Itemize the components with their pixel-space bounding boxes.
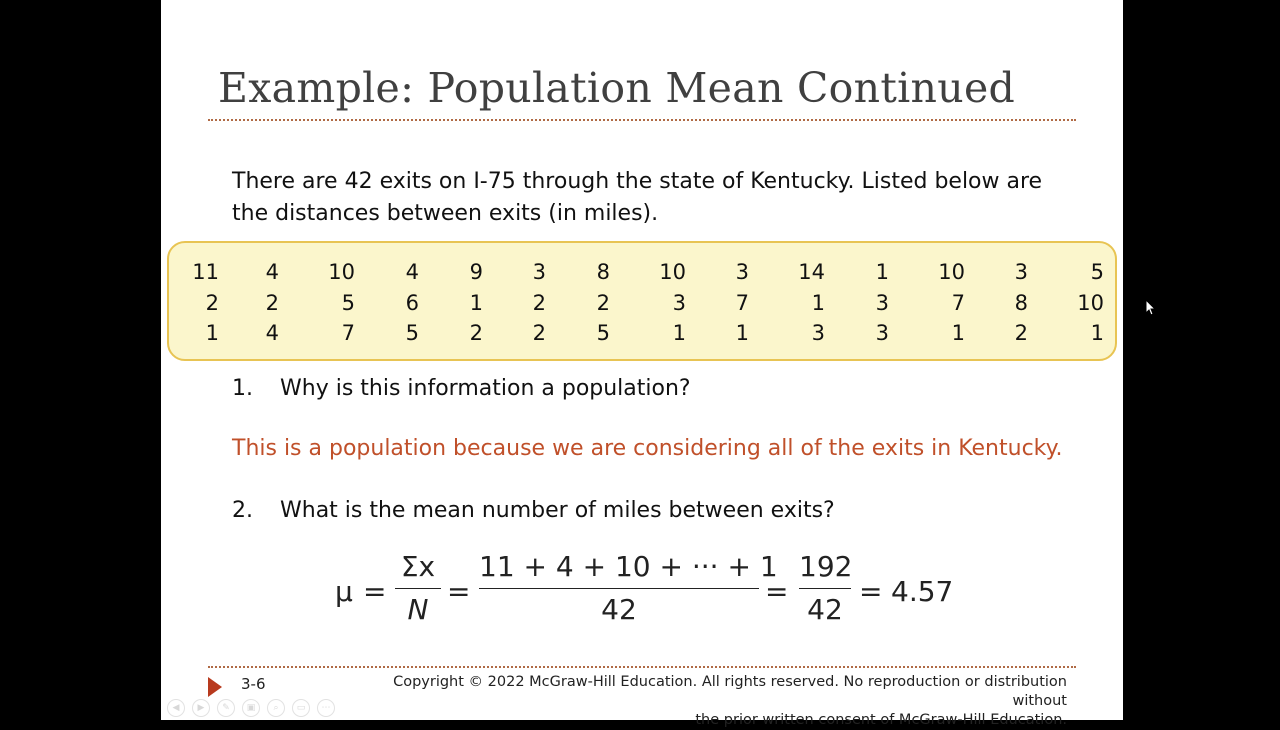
data-cell: 2 [205, 291, 219, 315]
data-cell: 5 [1090, 260, 1104, 284]
data-cell: 3 [875, 321, 889, 345]
equals-2: = [447, 575, 471, 608]
intro-line-2: the distances between exits (in miles). [232, 201, 659, 226]
title-divider [208, 119, 1076, 121]
equals-3: = [765, 575, 789, 608]
data-cell: 1 [951, 321, 965, 345]
data-cell: 1 [469, 291, 483, 315]
data-cell: 1 [672, 321, 686, 345]
data-cell: 10 [1077, 291, 1104, 315]
equals-1: = [363, 575, 387, 608]
question-1-text: Why is this information a population? [280, 376, 691, 401]
data-cell: 7 [735, 291, 749, 315]
question-1-number: 1. [232, 376, 253, 401]
data-cell: 2 [532, 321, 546, 345]
denominator-42-b: 42 [807, 593, 843, 626]
data-cell: 2 [469, 321, 483, 345]
question-2-number: 2. [232, 498, 253, 523]
copyright-notice: Copyright © 2022 McGraw-Hill Education. … [367, 673, 1067, 730]
data-cell: 14 [798, 260, 825, 284]
slide-title: Example: Population Mean Continued [218, 64, 1016, 112]
data-cell: 5 [405, 321, 419, 345]
data-cell: 2 [265, 291, 279, 315]
mean-result: 4.57 [891, 575, 954, 608]
mu-symbol: μ [335, 575, 353, 608]
data-cell: 2 [596, 291, 610, 315]
data-cell: 1 [875, 260, 889, 284]
intro-line-1: There are 42 exits on I-75 through the s… [232, 169, 1043, 194]
data-cell: 1 [205, 321, 219, 345]
data-cell: 2 [532, 291, 546, 315]
data-row: 2 2 5 6 1 2 2 3 7 1 3 7 8 10 [169, 288, 1115, 318]
mouse-cursor-icon [1145, 298, 1157, 316]
screen-icon[interactable]: ▭ [292, 699, 310, 717]
data-cell: 3 [811, 321, 825, 345]
play-arrow-icon [208, 677, 222, 697]
data-cell: 6 [405, 291, 419, 315]
copy-icon[interactable]: ▣ [242, 699, 260, 717]
n-symbol: N [407, 593, 429, 626]
data-cell: 10 [328, 260, 355, 284]
fraction-bar-2 [479, 588, 759, 589]
data-cell: 5 [341, 291, 355, 315]
next-icon[interactable]: ▶ [192, 699, 210, 717]
data-cell: 3 [532, 260, 546, 284]
distance-data-table: 11 4 10 4 9 3 8 10 3 14 1 10 3 5 2 2 5 6 1 2 2 3 7 1 3 7 8 10 1 4 7 5 2 2… [167, 241, 1117, 361]
data-cell: 10 [938, 260, 965, 284]
data-cell: 3 [1014, 260, 1028, 284]
data-cell: 8 [596, 260, 610, 284]
copyright-line-2: the prior written consent of McGraw-Hill… [695, 712, 1067, 728]
data-cell: 3 [672, 291, 686, 315]
question-1: 1. Why is this information a population? [232, 376, 932, 406]
denominator-42-a: 42 [601, 593, 637, 626]
more-icon[interactable]: ⋯ [317, 699, 335, 717]
data-cell: 10 [659, 260, 686, 284]
data-cell: 7 [951, 291, 965, 315]
data-cell: 1 [735, 321, 749, 345]
fraction-sum-expr: 11 + 4 + 10 + ··· + 1 42 [479, 547, 778, 630]
data-cell: 4 [405, 260, 419, 284]
data-cell: 2 [1014, 321, 1028, 345]
prev-icon[interactable]: ◀ [167, 699, 185, 717]
data-cell: 1 [1090, 321, 1104, 345]
data-cell: 5 [596, 321, 610, 345]
data-cell: 4 [265, 321, 279, 345]
slideshow-toolbar: ◀ ▶ ✎ ▣ ⌕ ▭ ⋯ [167, 699, 335, 717]
total-192: 192 [799, 550, 853, 583]
pen-icon[interactable]: ✎ [217, 699, 235, 717]
fraction-sum-x-over-n: Σx N [395, 547, 441, 630]
data-cell: 1 [811, 291, 825, 315]
slide: Example: Population Mean Continued There… [161, 0, 1123, 728]
zoom-icon[interactable]: ⌕ [267, 699, 285, 717]
sum-x: Σx [400, 550, 436, 583]
data-cell: 7 [341, 321, 355, 345]
data-cell: 3 [735, 260, 749, 284]
data-cell: 3 [875, 291, 889, 315]
equals-4: = [859, 575, 883, 608]
data-cell: 11 [192, 260, 219, 284]
mean-formula: μ = Σx N = 11 + 4 + 10 + ··· + 1 42 = 19… [335, 545, 975, 635]
footer-divider [208, 666, 1076, 668]
data-cell: 9 [469, 260, 483, 284]
copyright-line-1: Copyright © 2022 McGraw-Hill Education. … [393, 674, 1067, 709]
intro-text: There are 42 exits on I-75 through the s… [232, 166, 1092, 230]
data-row: 11 4 10 4 9 3 8 10 3 14 1 10 3 5 [169, 257, 1115, 287]
data-cell: 8 [1014, 291, 1028, 315]
fraction-192-over-42: 192 42 [799, 547, 853, 630]
fraction-bar-3 [799, 588, 851, 589]
answer-1: This is a population because we are cons… [232, 436, 1063, 461]
question-2-text: What is the mean number of miles between… [280, 498, 835, 523]
sum-expression: 11 + 4 + 10 + ··· + 1 [479, 550, 778, 583]
slide-number: 3-6 [241, 675, 266, 693]
question-2: 2. What is the mean number of miles betw… [232, 498, 932, 528]
data-cell: 4 [265, 260, 279, 284]
data-row: 1 4 7 5 2 2 5 1 1 3 3 1 2 1 [169, 318, 1115, 348]
fraction-bar-1 [395, 588, 441, 589]
